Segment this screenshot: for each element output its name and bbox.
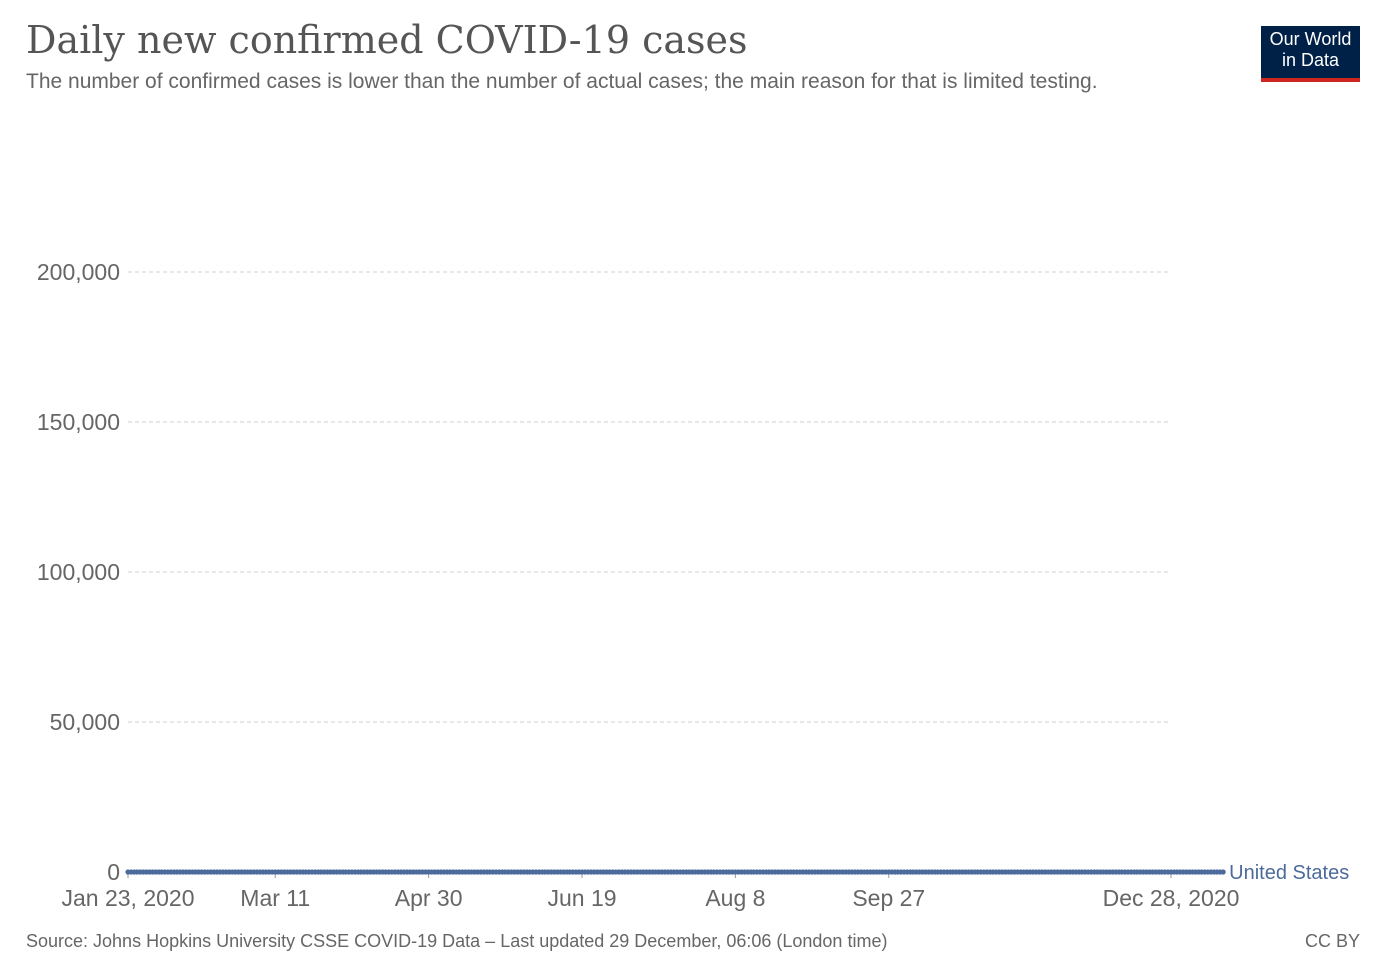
x-tick-label: Aug 8	[705, 885, 765, 911]
series-label[interactable]: United States	[1229, 862, 1349, 884]
x-tick-label: Sep 27	[852, 885, 925, 911]
logo-line-1: Our World	[1269, 29, 1352, 49]
gridlines	[128, 271, 1171, 723]
y-tick-label: 150,000	[37, 409, 120, 435]
x-tick-label: Apr 30	[395, 885, 463, 911]
owid-logo[interactable]: Our World in Data	[1261, 26, 1360, 82]
y-axis-ticks: 0 50,000 100,000 150,000 200,000	[37, 259, 120, 885]
x-tick-label: Dec 28, 2020	[1103, 885, 1240, 911]
x-tick-label: Jun 19	[547, 885, 616, 911]
series-layer: United States	[125, 862, 1349, 884]
data-point[interactable]	[1220, 869, 1226, 875]
y-tick-label: 0	[107, 859, 120, 885]
license-link[interactable]: CC BY	[1304, 931, 1360, 951]
logo-line-2: in Data	[1281, 50, 1340, 70]
x-tick-label: Jan 23, 2020	[61, 885, 194, 911]
y-tick-label: 100,000	[37, 559, 120, 585]
y-tick-label: 50,000	[50, 709, 120, 735]
x-axis: Jan 23, 2020 Mar 11 Apr 30 Jun 19 Aug 8 Sep 2…	[61, 871, 1240, 911]
x-tick-label: Mar 11	[240, 885, 310, 911]
y-tick-label: 200,000	[37, 259, 120, 285]
source-note: Source: Johns Hopkins University CSSE CO…	[26, 931, 888, 951]
chart-title: Daily new confirmed COVID-19 cases	[26, 18, 748, 62]
chart-subtitle: The number of confirmed cases is lower t…	[26, 70, 1098, 93]
